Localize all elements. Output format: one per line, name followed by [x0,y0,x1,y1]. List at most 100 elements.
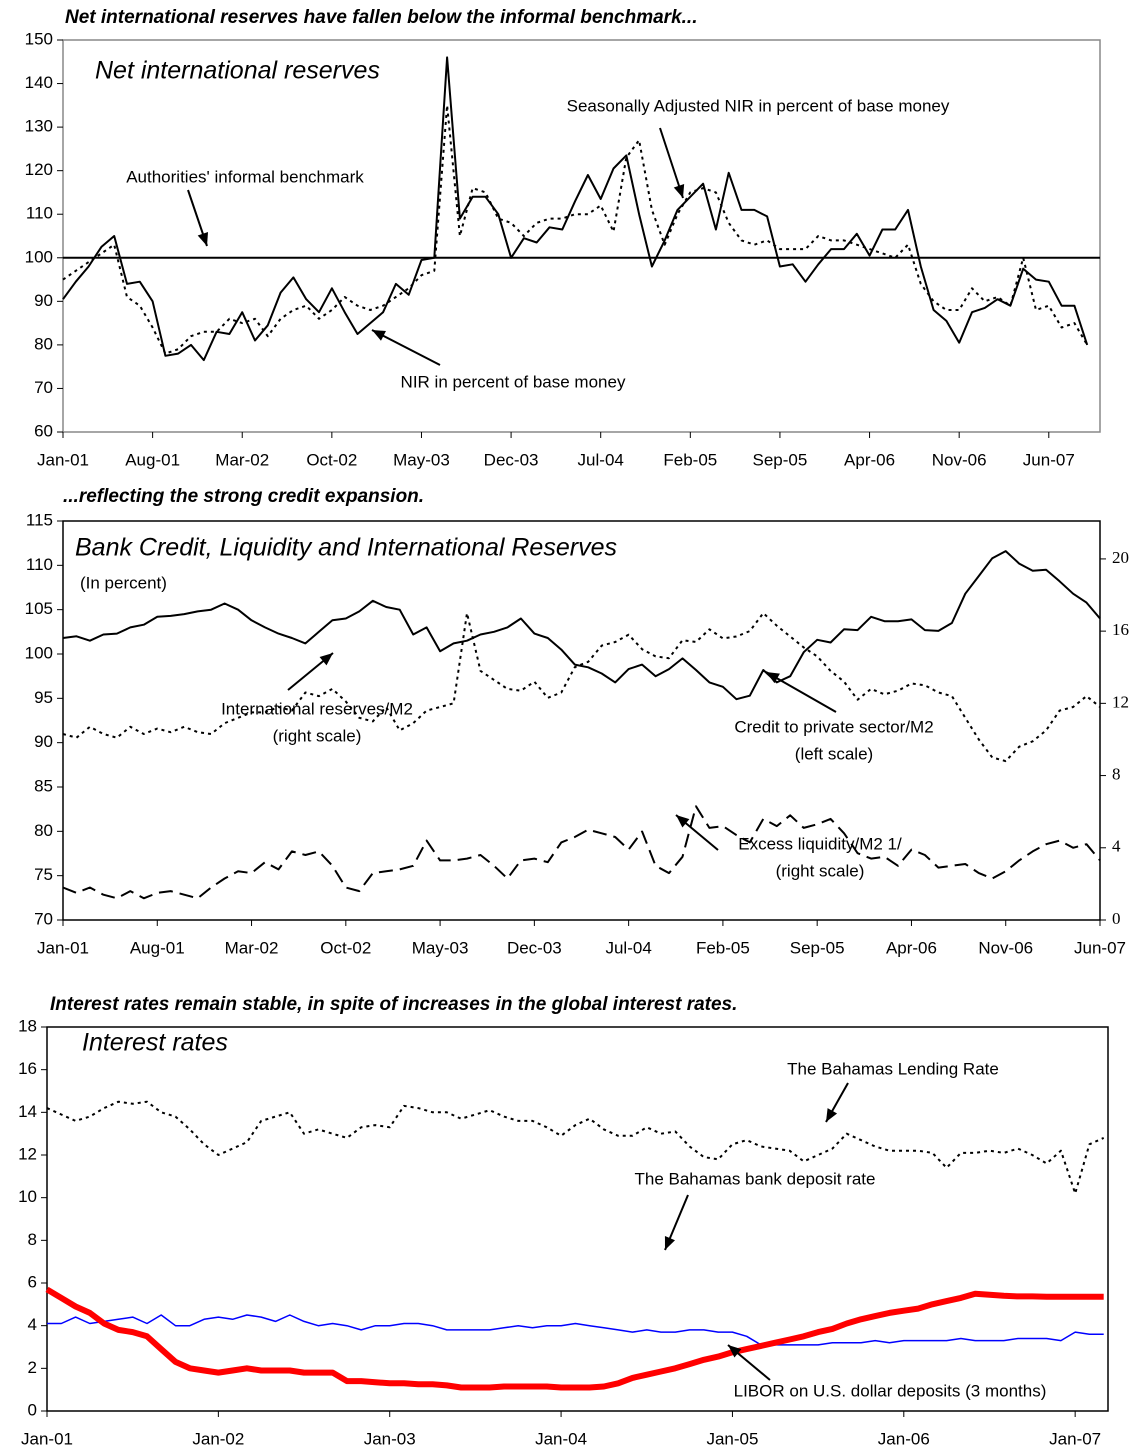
y-tick-label: 70 [34,378,53,397]
series-line [62,550,1101,701]
y-tick-label: 18 [18,1016,37,1035]
arrow-head [673,184,685,198]
plot-frame [46,1026,1109,1412]
annotation: (right scale) [776,861,865,880]
chart-heading: Net international reserves have fallen b… [65,7,697,28]
y-tick-label: 80 [34,821,53,840]
y-tick-label: 6 [28,1272,37,1291]
y-tick-label: 90 [34,732,53,751]
y-tick-label: 120 [25,160,53,179]
y-tick-label: 75 [34,865,53,884]
chart-title: Bank Credit, Liquidity and International… [75,534,617,562]
chart-title: Net international reserves [95,57,380,85]
plot-frame [62,520,1101,921]
y-tick-label: 115 [26,510,53,529]
series-line [45,1286,1104,1391]
arrow-shaft [765,671,837,713]
y-tick-label: 8 [28,1230,37,1249]
x-tick-label: Feb-05 [663,450,717,469]
arrow-head [826,1108,838,1122]
x-tick-label: Dec-03 [507,938,562,957]
x-tick-label: Oct-02 [306,450,357,469]
x-tick-label: Jan-06 [878,1429,930,1448]
annotation: International reserves/M2 [221,699,413,718]
annotation: Authorities' informal benchmark [126,167,364,186]
y-tick-label: 2 [28,1358,37,1377]
x-tick-label: Jan-04 [535,1429,587,1448]
annotation: (left scale) [795,744,873,763]
y-tick-label: 85 [34,776,53,795]
y-tick-label: 110 [26,555,53,574]
x-tick-label: Sep-05 [753,450,808,469]
y-tick-label: 100 [25,643,53,662]
plot-frame [62,39,1101,433]
y-tick-label: 80 [34,334,53,353]
x-tick-label: Nov-06 [978,938,1033,957]
x-tick-label: Oct-02 [320,938,371,957]
arrow-head [372,330,386,341]
x-tick-label: Nov-06 [932,450,987,469]
x-tick-label: Jul-04 [578,450,624,469]
annotation: Seasonally Adjusted NIR in percent of ba… [567,96,950,115]
x-tick-label: Jun-07 [1023,450,1075,469]
y-tick-label: 12 [18,1144,37,1163]
y-tick-label: 150 [25,29,53,48]
y-tick-label: 90 [34,291,53,310]
arrow-head [664,1236,676,1250]
annotation: LIBOR on U.S. dollar deposits (3 months) [734,1381,1047,1400]
series-line [62,805,1101,900]
x-tick-label: Mar-02 [215,450,269,469]
arrow-head [728,1345,742,1358]
y2-tick-label: 8 [1112,764,1121,783]
y-tick-label: 60 [34,421,53,440]
x-tick-label: Mar-02 [225,938,279,957]
x-tick-label: Jan-05 [706,1429,758,1448]
x-tick-label: Jul-04 [605,938,651,957]
x-tick-label: Jan-01 [37,938,89,957]
y-tick-label: 0 [28,1400,37,1419]
y-tick-label: 10 [18,1187,37,1206]
series-line [62,104,1089,355]
x-tick-label: Aug-01 [125,450,180,469]
y2-tick-label: 12 [1112,692,1129,711]
y-tick-label: 95 [34,688,53,707]
y-tick-label: 130 [25,117,53,136]
x-tick-label: Dec-03 [484,450,539,469]
y-tick-label: 110 [26,204,53,223]
x-tick-label: Sep-05 [790,938,845,957]
y2-tick-label: 20 [1112,548,1129,567]
x-tick-label: Apr-06 [844,450,895,469]
series-line [62,612,1101,763]
chart-heading: Interest rates remain stable, in spite o… [50,994,737,1015]
annotation: The Bahamas Lending Rate [787,1059,999,1078]
y-tick-label: 105 [25,599,53,618]
annotation: Excess liquidity/M2 1/ [738,834,902,853]
x-tick-label: Jan-07 [1049,1429,1101,1448]
x-tick-label: Apr-06 [886,938,937,957]
arrow-head [319,653,333,666]
y-tick-label: 100 [25,247,53,266]
annotation: The Bahamas bank deposit rate [635,1169,876,1188]
annotation: Credit to private sector/M2 [734,717,933,736]
y-tick-label: 14 [18,1102,37,1121]
x-tick-label: Jan-03 [364,1429,416,1448]
x-tick-label: Jan-02 [192,1429,244,1448]
y-tick-label: 4 [28,1315,37,1334]
y-tick-label: 70 [34,909,53,928]
y-tick-label: 16 [18,1059,37,1078]
x-tick-label: May-03 [393,450,450,469]
y2-tick-label: 16 [1112,620,1129,639]
annotation: NIR in percent of base money [401,372,626,391]
x-tick-label: Aug-01 [130,938,185,957]
series-line [46,1100,1105,1195]
annotation: (right scale) [273,726,362,745]
series-line [62,56,1089,362]
x-tick-label: Jan-01 [37,450,89,469]
y2-tick-label: 0 [1112,909,1121,928]
x-tick-label: May-03 [412,938,469,957]
chart-title: Interest rates [82,1029,228,1057]
arrow-head [766,672,780,684]
series-line [47,1314,1104,1346]
chart-heading: ...reflecting the strong credit expansio… [63,486,424,507]
